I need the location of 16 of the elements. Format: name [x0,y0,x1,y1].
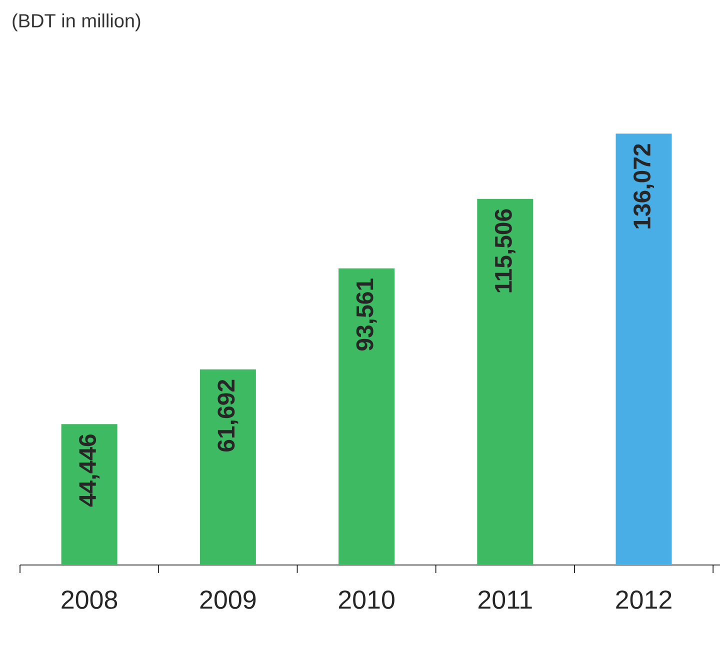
data-label: 61,692 [218,380,238,452]
bar [200,369,256,565]
bar [477,198,534,565]
x-tick-label: 2011 [478,590,532,609]
text: (BDT in million) [12,14,140,32]
x-tick-label: 2009 [200,590,256,609]
bar [61,424,118,565]
data-label: 93,561 [356,278,377,350]
data-label: 136,072 [634,144,654,228]
data-label: 44,446 [79,434,100,507]
x-tick-label: 2008 [62,590,118,609]
x-tick-label: 2012 [616,590,672,609]
x-tick-label: 2010 [338,590,394,609]
data-label: 115,506 [494,209,516,292]
bar [616,134,672,565]
bar [338,268,395,565]
